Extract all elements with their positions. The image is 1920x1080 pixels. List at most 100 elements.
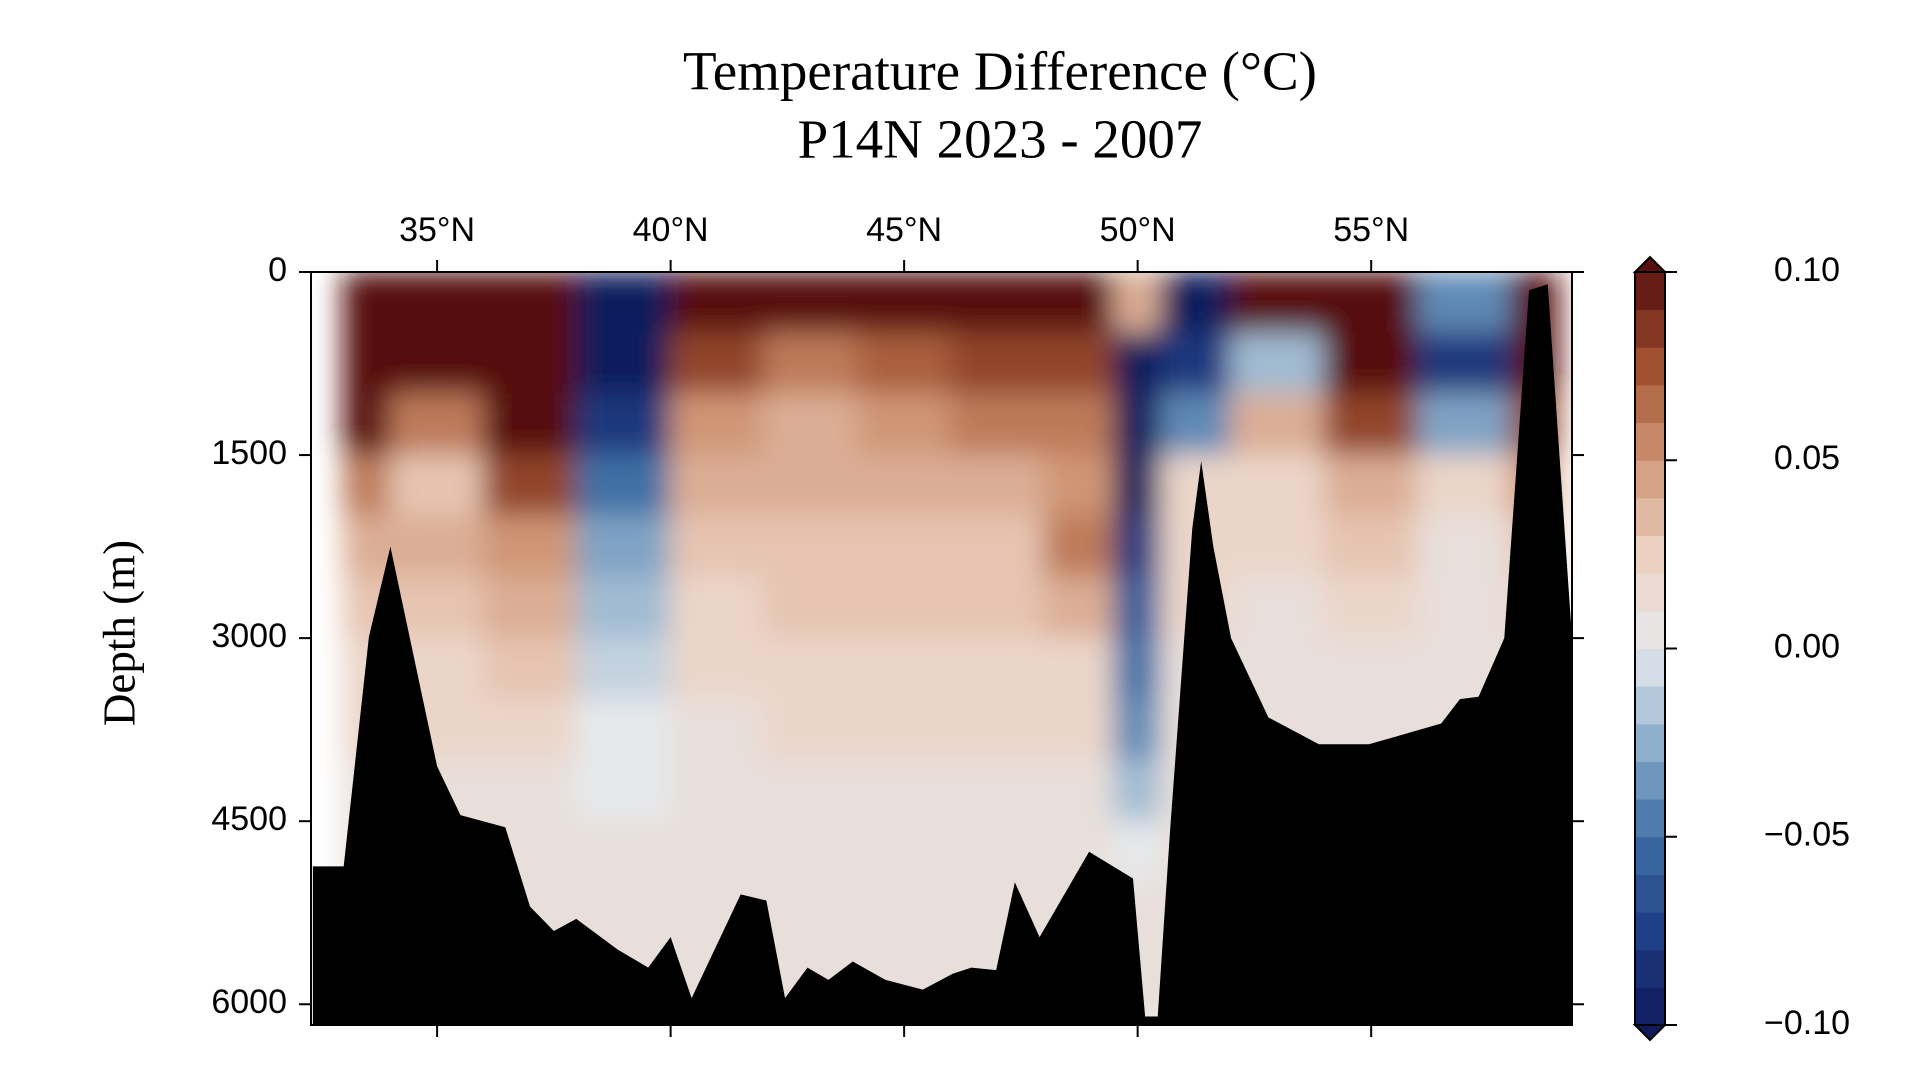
colorbar-tick-label: −0.05 [1764,816,1850,854]
colorbar-level [1635,648,1665,687]
contour-cell [342,332,392,396]
contour-cell [389,332,485,396]
contour-cell [1416,393,1513,457]
contour-cell [949,637,1046,701]
colorbar-level [1635,836,1665,875]
contour-cell [763,332,859,396]
contour-cell [949,698,1046,762]
contour-cell [576,515,672,579]
colorbar-level [1635,384,1665,424]
contour-cell [1230,454,1326,518]
contour-cell [1323,332,1419,396]
contour-cell [1113,759,1163,823]
contour-cell [1113,637,1163,701]
contour-cell [763,637,859,701]
contour-cell [1416,576,1513,640]
colorbar-level [1635,347,1665,386]
contour-cell [856,576,952,640]
contour-cell [576,272,672,335]
contour-cell [949,393,1046,457]
contour-cell [1416,332,1513,396]
contour-cell [1160,272,1233,335]
contour-cell [949,820,1046,884]
contour-cell [1113,393,1163,457]
contour-cell [1160,393,1233,457]
contour-cell [949,759,1046,823]
contour-cell [856,515,952,579]
colorbar-level [1635,761,1665,800]
contour-cell [669,698,766,762]
colorbar-max-arrow [1632,255,1668,273]
contour-cell [1113,272,1163,335]
contour-cell [576,332,672,396]
contour-cell [342,454,392,518]
contour-cell [856,393,952,457]
contour-cell [342,515,392,579]
contour-cell [342,272,392,335]
contour-cell [949,272,1046,335]
contour-cell [669,576,766,640]
contour-cell [576,454,672,518]
colorbar-level [1635,535,1665,574]
colorbar-tick-label: 0.05 [1774,439,1840,477]
contour-cell [669,820,766,884]
contour-cell [1113,576,1163,640]
contour-cell [389,393,485,457]
contour-cell [1323,637,1419,701]
contour-cell [1043,272,1116,335]
contour-cell [856,332,952,396]
contour-cell [1323,576,1419,640]
x-tick-label: 35°N [399,211,475,249]
overlay: 35°N 40°N 45°N 50°N 55°N 0 1500 3000 4500 6000 0.1… [211,211,1850,1042]
contour-cell [482,272,579,335]
contour-cell [1416,454,1513,518]
contour-cell [856,454,952,518]
contour-cell [1113,515,1163,579]
contour-cell [1230,272,1326,335]
contour-cell [1043,637,1116,701]
colorbar-level [1635,686,1665,725]
colorbar-level [1635,610,1665,649]
x-tick-label: 50°N [1100,211,1176,249]
contour-cell [1113,698,1163,762]
contour-cell [576,698,672,762]
contour-cell [856,759,952,823]
contour-cell [669,759,766,823]
colorbar-level [1635,272,1665,311]
contour-cell [342,393,392,457]
contour-cell [1323,515,1419,579]
contour-cell [763,881,859,945]
contour-cell [856,698,952,762]
contour-cell [389,454,485,518]
contour-cell [669,272,766,335]
contour-cell [482,515,579,579]
contour-cell [669,515,766,579]
contour-cell [763,515,859,579]
contour-cell [1323,454,1419,518]
contour-cell [1043,698,1116,762]
contour-cell [576,637,672,701]
contour-cell [949,576,1046,640]
colorbar-tick-label: 0.10 [1774,251,1840,289]
contour-cell [389,272,485,335]
contour-cell [1043,393,1116,457]
contour-cell [856,820,952,884]
contour-cell [1416,515,1513,579]
colorbar-level [1635,874,1665,913]
contour-cell [1323,393,1419,457]
contour-cell [1230,393,1326,457]
contour-cell [949,454,1046,518]
contour-cell [763,759,859,823]
contour-cell [576,393,672,457]
colorbar-tick-label: −0.10 [1764,1004,1850,1042]
colorbar-level [1635,460,1665,499]
chart-title: Temperature Difference (°C) [683,41,1317,102]
x-tick-label: 55°N [1333,211,1409,249]
contour-cell [1043,454,1116,518]
contour-cell [1416,272,1513,335]
colorbar-level [1635,799,1665,838]
contour-cell [1113,454,1163,518]
y-tick-label: 6000 [211,983,287,1021]
